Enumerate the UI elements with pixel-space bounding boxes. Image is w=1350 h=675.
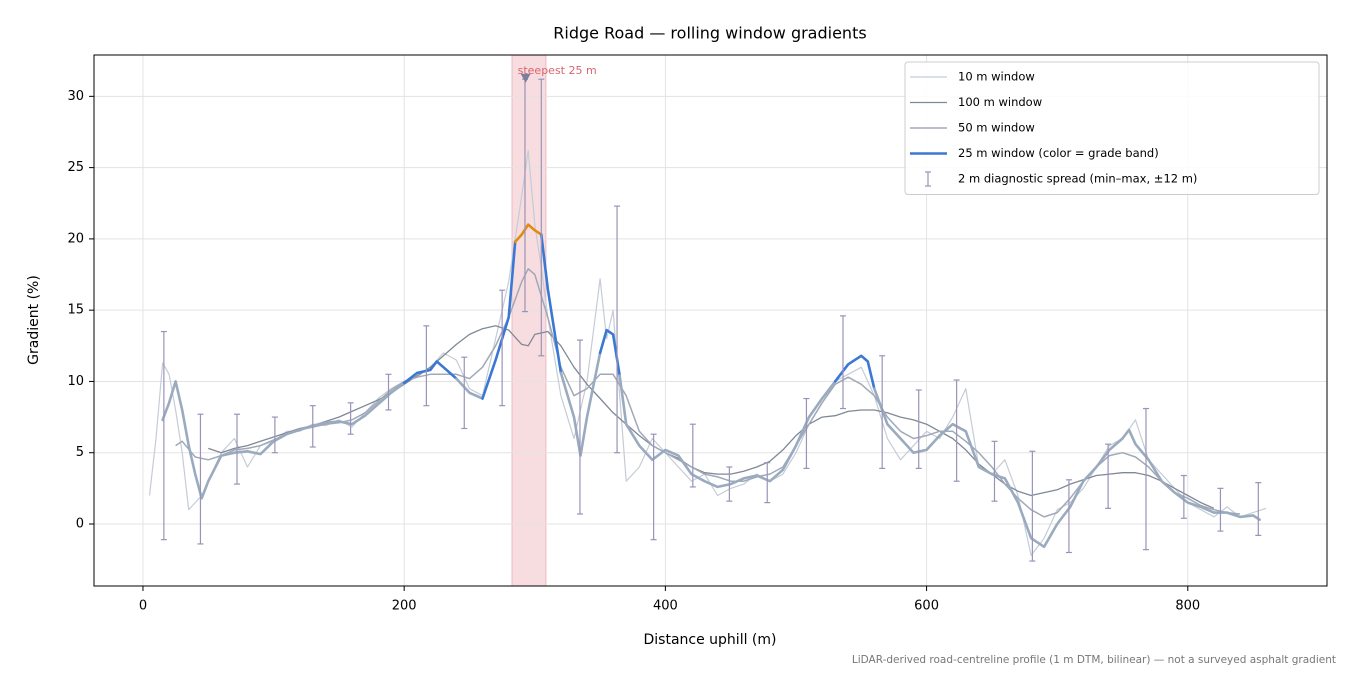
- series-line-segment: [161, 380, 406, 500]
- series-line-segment: [455, 377, 484, 400]
- x-tick-label: 200: [392, 599, 417, 614]
- error-bar: [234, 413, 241, 485]
- error-bar: [991, 440, 998, 502]
- error-bar: [423, 325, 430, 407]
- error-bar: [650, 433, 657, 541]
- peak-marker: [520, 73, 531, 83]
- series-line-segment: [873, 387, 1261, 549]
- series-line-segment: [540, 233, 563, 375]
- legend: 10 m window 100 m window 50 m window 25 m w…: [904, 61, 1320, 195]
- error-bar: [689, 423, 696, 488]
- x-axis-label: Distance uphill (m): [644, 632, 777, 648]
- error-bar: [839, 315, 846, 410]
- error-bar: [347, 402, 354, 435]
- error-bar: [879, 355, 886, 469]
- error-bar: [803, 397, 810, 469]
- legend-label: 25 m window (color = grade band): [958, 146, 1159, 160]
- series-line-segment: [833, 354, 876, 390]
- error-bar: [385, 373, 392, 411]
- series-line-segment: [513, 223, 543, 243]
- footnote: LiDAR-derived road-centreline profile (1…: [852, 654, 1336, 666]
- error-bar: [953, 379, 960, 482]
- error-bar: [1065, 479, 1072, 554]
- chart-title: Ridge Road — rolling window gradients: [553, 24, 866, 43]
- legend-label: 10 m window: [958, 70, 1035, 84]
- error-bar: [271, 416, 278, 454]
- legend-label: 50 m window: [958, 121, 1035, 135]
- x-tick-label: 800: [1175, 599, 1200, 614]
- y-tick-label: 20: [67, 231, 84, 246]
- error-bar: [499, 289, 506, 407]
- highlight-span: [511, 54, 547, 587]
- error-bar: [1142, 407, 1149, 551]
- series-line-segment: [618, 374, 837, 489]
- plot-lines: [148, 78, 1267, 562]
- error-bar: [764, 462, 771, 504]
- legend-label: 100 m window: [958, 95, 1042, 109]
- series-line-segment: [598, 328, 621, 377]
- y-tick-label: 25: [67, 160, 84, 175]
- error-bar: [461, 356, 468, 430]
- error-bar: [915, 389, 922, 469]
- y-tick-label: 0: [76, 516, 84, 531]
- error-bar: [576, 339, 583, 515]
- error-bar: [1029, 450, 1036, 562]
- error-bar: [538, 78, 545, 357]
- series-line: [175, 268, 1241, 518]
- error-bar: [1180, 474, 1187, 519]
- plot-frame: [93, 54, 1328, 587]
- highlight-label: steepest 25 m: [518, 64, 597, 77]
- error-bar: [197, 413, 204, 545]
- error-bar: [309, 405, 316, 448]
- error-bar: [160, 330, 167, 541]
- legend-label: 2 m diagnostic spread (min–max, ±12 m): [958, 172, 1197, 186]
- x-tick-label: 400: [653, 599, 678, 614]
- legend-box: [904, 61, 1320, 195]
- error-bar: [1105, 443, 1112, 509]
- plot-background: [94, 54, 1327, 587]
- error-bar: [726, 466, 733, 502]
- error-bar: [1217, 487, 1224, 532]
- series-line-segment: [402, 360, 458, 385]
- y-tick-label: 15: [67, 303, 84, 318]
- x-tick-label: 600: [914, 599, 939, 614]
- y-tick-label: 5: [76, 445, 84, 460]
- error-bar: [1255, 482, 1262, 536]
- y-tick-label: 10: [67, 374, 84, 389]
- error-bar: [614, 205, 621, 454]
- y-axis-label: Gradient (%): [26, 275, 42, 365]
- y-tick-label: 30: [67, 89, 84, 104]
- x-tick-label: 0: [139, 599, 147, 614]
- series-line: [208, 325, 1215, 509]
